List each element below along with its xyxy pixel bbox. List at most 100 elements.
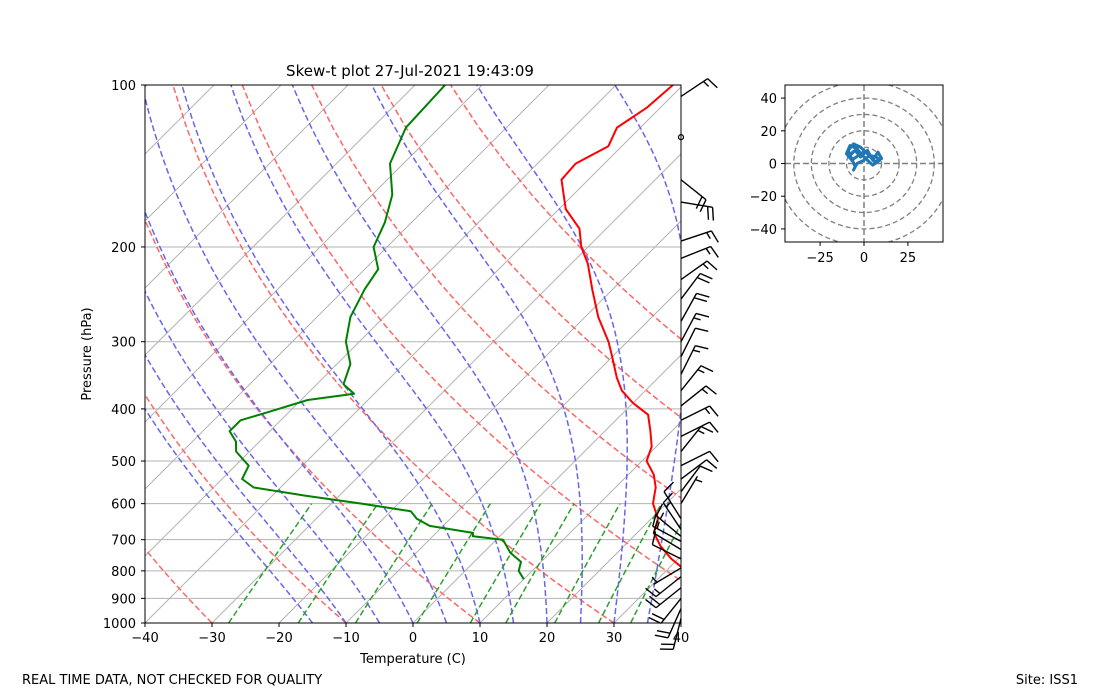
dry-adiabat <box>380 85 681 419</box>
barb-staff <box>655 576 682 598</box>
barb-feather <box>649 595 661 606</box>
barb-half-feather <box>692 349 701 353</box>
barb-staff <box>663 491 682 520</box>
site-label: Site: ISS1 <box>1015 673 1078 688</box>
barb-staff <box>667 608 682 639</box>
barb-feather <box>655 503 664 517</box>
moist-adiabat <box>230 85 515 623</box>
barb-staff <box>680 78 709 97</box>
dry-adiabat <box>172 85 615 623</box>
y-tick-label: 300 <box>111 336 136 351</box>
barb-half-feather <box>656 521 660 529</box>
y-axis-ticks: 1000 900 800 700 600 500 400 300 200 100 <box>103 79 145 632</box>
wind-barb <box>680 230 719 243</box>
barb-feather <box>706 459 718 469</box>
isotherm <box>546 488 681 623</box>
mixing-ratio-line <box>227 503 313 623</box>
moist-adiabat <box>371 85 583 623</box>
hodo-y-tick-label: −20 <box>750 190 777 205</box>
isotherm <box>479 421 681 623</box>
x-axis-label: Temperature (C) <box>359 652 466 667</box>
hodo-x-tick-label: 0 <box>860 251 868 266</box>
hodo-y-tick-label: −40 <box>750 223 777 238</box>
x-tick-label: −10 <box>332 631 359 646</box>
barb-half-feather <box>704 407 711 415</box>
dry-adiabat <box>145 218 481 623</box>
wind-barb <box>680 385 717 407</box>
wind-barb <box>645 587 682 609</box>
barb-staff <box>680 426 702 452</box>
mixing-ratio-line <box>505 503 575 623</box>
wind-barb <box>680 312 710 343</box>
barb-feather <box>651 613 665 621</box>
barb-staff <box>680 345 696 375</box>
barb-feather <box>645 598 657 609</box>
moist-adiabats <box>145 85 681 623</box>
x-tick-label: −20 <box>265 631 292 646</box>
barb-staff <box>680 179 707 201</box>
moist-adiabat <box>145 209 414 623</box>
moist-adiabat <box>145 94 448 623</box>
hodo-y-tick-label: 20 <box>760 125 777 140</box>
barb-half-feather <box>697 429 705 435</box>
barb-half-feather <box>702 263 709 270</box>
barb-feather <box>699 465 713 473</box>
wind-barb <box>680 260 718 281</box>
barb-feather <box>663 481 674 493</box>
x-tick-label: 30 <box>606 631 623 646</box>
barb-staff <box>680 465 701 493</box>
barb-half-feather <box>705 247 711 255</box>
wind-barb <box>680 421 719 438</box>
wind-barb <box>651 567 682 585</box>
barb-feather <box>709 405 719 417</box>
wind-barb <box>680 78 718 97</box>
barb-staff <box>652 543 682 560</box>
barb-feather <box>700 425 714 433</box>
wind-barb <box>663 481 682 520</box>
hodograph-trace <box>844 142 884 172</box>
barb-feather <box>695 196 703 209</box>
mixing-ratio-line <box>630 521 681 623</box>
barb-half-feather <box>695 478 703 483</box>
x-axis-ticks: −40 −30 −20 −10 0 10 20 30 40 <box>131 623 689 646</box>
isotherm <box>145 85 349 289</box>
barb-feather <box>645 587 657 598</box>
moist-adiabat <box>476 85 628 623</box>
barb-staff <box>680 365 702 392</box>
barb-staff <box>680 230 712 242</box>
calm-circle <box>677 134 685 141</box>
barb-feather <box>710 230 719 243</box>
wind-barb <box>680 450 719 467</box>
barb-staff <box>680 201 713 208</box>
barb-staff <box>653 532 682 551</box>
isotherm <box>145 85 282 222</box>
barb-feather <box>648 616 662 625</box>
barb-feather <box>709 421 719 433</box>
barb-feather <box>709 450 719 463</box>
hodograph-line <box>844 142 884 172</box>
chart-title: Skew-t plot 27-Jul-2021 19:43:09 <box>286 62 534 80</box>
barb-staff <box>680 327 696 358</box>
barb-staff <box>660 597 682 624</box>
wind-barbs <box>645 78 719 651</box>
wind-barb <box>680 327 709 358</box>
wind-barb <box>680 475 703 505</box>
barb-half-feather <box>693 317 701 321</box>
wind-barb <box>680 459 718 480</box>
barb-half-feather <box>651 576 658 583</box>
hodo-x-tick-label: −25 <box>806 251 833 266</box>
wind-barb <box>645 576 682 598</box>
isotherm <box>145 85 617 557</box>
barb-feather <box>705 385 717 395</box>
barb-staff <box>680 273 701 300</box>
mixing-ratio-line <box>297 503 379 623</box>
barb-feather <box>707 78 718 89</box>
wind-barb <box>680 405 719 421</box>
barb-staff <box>653 567 682 585</box>
wind-barb <box>680 465 713 493</box>
wind-barb <box>680 345 709 375</box>
wind-barb <box>652 513 682 542</box>
barb-staff <box>680 421 710 438</box>
y-tick-label: 1000 <box>103 617 136 632</box>
